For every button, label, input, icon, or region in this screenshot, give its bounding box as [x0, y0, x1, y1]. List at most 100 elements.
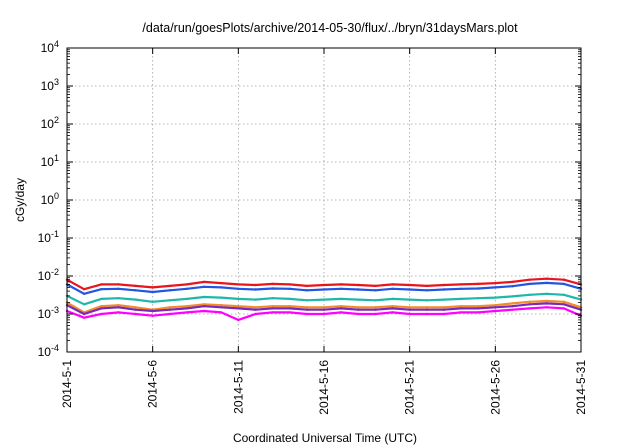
data-point	[459, 307, 463, 310]
x-tick-label: 2014-5-26	[488, 360, 502, 415]
data-point	[494, 309, 497, 313]
data-point	[220, 296, 223, 299]
data-point	[425, 308, 428, 311]
data-point	[322, 308, 326, 311]
data-point	[494, 306, 497, 309]
data-point	[408, 312, 411, 316]
chart-title: /data/run/goesPlots/archive/2014-05-30/f…	[142, 21, 518, 35]
data-point	[339, 283, 343, 286]
data-point	[134, 308, 137, 311]
data-point	[202, 295, 206, 299]
data-point	[288, 307, 291, 310]
data-point	[271, 287, 274, 290]
y-tick-label: 101	[41, 153, 59, 169]
y-tick-label: 104	[41, 39, 59, 55]
data-point	[408, 308, 411, 311]
data-point	[305, 308, 309, 311]
x-axis-label: Coordinated Universal Time (UTC)	[233, 431, 417, 445]
data-point	[477, 307, 480, 310]
data-point	[100, 288, 103, 291]
y-tick-label: 100	[41, 191, 59, 207]
data-point	[220, 306, 223, 309]
data-point	[202, 285, 206, 288]
data-point	[168, 312, 171, 316]
y-tick-label: 10-2	[38, 267, 59, 283]
data-point	[528, 303, 531, 306]
data-point	[305, 306, 309, 309]
data-point	[562, 300, 566, 303]
data-point	[391, 283, 394, 286]
data-point	[254, 306, 257, 309]
data-point	[151, 300, 154, 303]
data-point	[545, 302, 548, 305]
data-point	[477, 297, 480, 300]
data-point	[545, 281, 548, 285]
data-point	[357, 312, 360, 316]
x-tick-label: 2014-5-16	[317, 360, 331, 415]
data-point	[220, 311, 223, 314]
x-axis: 2014-5-1 2014-5-6 2014-5-11 2014-5-16 2014-5…	[60, 48, 588, 415]
data-point	[134, 306, 137, 309]
data-point	[528, 300, 531, 303]
data-point	[151, 286, 154, 289]
data-point	[408, 283, 411, 287]
data-point	[117, 283, 120, 286]
data-point	[391, 305, 394, 308]
data-point	[151, 314, 154, 317]
y-tick-label: 10-3	[38, 305, 59, 321]
data-point	[220, 286, 223, 289]
data-point	[254, 288, 257, 291]
data-point	[254, 283, 257, 287]
data-point	[459, 287, 463, 290]
data-point	[254, 308, 257, 311]
data-point	[322, 306, 326, 309]
data-point	[168, 299, 171, 302]
data-point	[288, 287, 291, 290]
data-point	[202, 280, 206, 284]
data-point	[511, 302, 514, 305]
data-point	[305, 312, 309, 316]
data-point	[528, 307, 531, 310]
y-tick-label: 102	[41, 115, 59, 131]
data-point	[357, 308, 360, 311]
data-point	[339, 307, 343, 310]
data-point	[511, 308, 514, 311]
data-point	[237, 307, 240, 310]
data-point	[562, 307, 566, 310]
data-point	[288, 297, 291, 301]
data-point	[237, 287, 240, 290]
data-point	[528, 282, 531, 286]
data-point	[168, 308, 171, 311]
data-point	[357, 298, 360, 301]
data-point	[459, 283, 463, 286]
data-point	[477, 287, 480, 290]
data-point	[545, 277, 548, 280]
data-point	[391, 311, 394, 314]
data-point	[494, 286, 497, 289]
data-point	[322, 283, 326, 287]
data-point	[339, 287, 343, 290]
data-point	[391, 287, 394, 290]
data-point	[271, 282, 274, 286]
data-point	[100, 305, 103, 308]
y-axis: 10-4 10-3 10-2 10-1 100 101 102 103 104	[38, 39, 581, 359]
data-point	[425, 289, 428, 292]
data-point	[271, 305, 274, 308]
data-point	[374, 312, 377, 316]
data-point	[151, 290, 154, 294]
data-point	[459, 305, 463, 308]
data-point	[408, 306, 411, 309]
data-point	[185, 311, 189, 314]
data-point	[82, 288, 86, 291]
data-point	[82, 312, 86, 316]
data-point	[408, 288, 411, 291]
data-point	[425, 312, 428, 316]
data-point	[134, 289, 137, 292]
data-point	[442, 283, 446, 287]
data-point	[271, 307, 274, 310]
data-point	[168, 289, 171, 292]
data-point	[220, 304, 223, 307]
data-point	[374, 299, 377, 302]
data-point	[408, 298, 411, 301]
data-point	[288, 283, 291, 286]
